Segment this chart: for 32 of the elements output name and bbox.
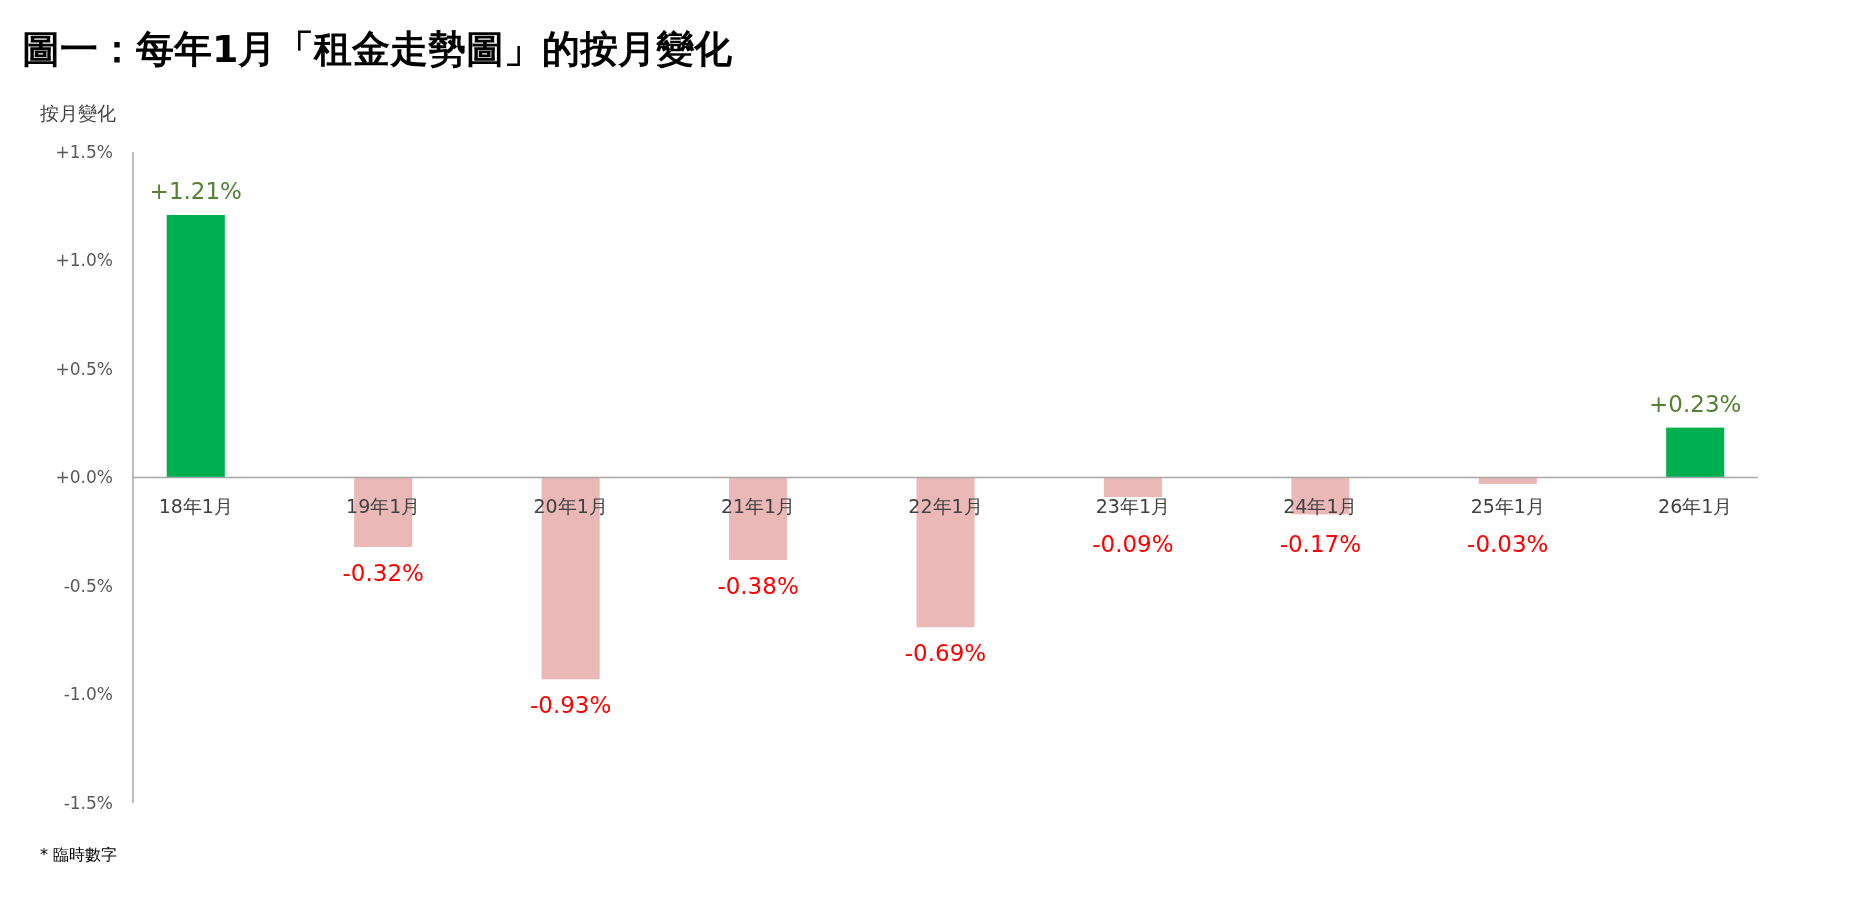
data-label: +1.21% <box>149 177 242 204</box>
x-tick-label: 23年1月 <box>1095 494 1171 517</box>
x-tick-label: 24年1月 <box>1283 494 1358 517</box>
bar <box>1478 477 1537 485</box>
data-label: -0.09% <box>1092 530 1174 557</box>
bar <box>1103 477 1162 498</box>
y-tick-label: +1.5% <box>55 141 113 162</box>
x-tick-label: 19年1月 <box>346 494 421 517</box>
y-axis-title: 按月變化 <box>40 102 116 124</box>
x-tick-label: 21年1月 <box>720 494 796 517</box>
x-tick-label: 18年1月 <box>158 494 233 517</box>
data-label: -0.32% <box>342 559 424 586</box>
y-tick-label: +1.0% <box>55 250 113 271</box>
chart-title: 圖一：每年1月「租金走勢圖」的按月變化 <box>22 27 734 71</box>
x-tick-label: 20年1月 <box>533 494 608 517</box>
y-tick-label: -0.5% <box>63 575 113 596</box>
data-label: +0.23% <box>1649 390 1742 417</box>
x-tick-label: 25年1月 <box>1470 494 1545 517</box>
bar <box>166 214 225 478</box>
text: * 臨時數字 <box>40 845 118 864</box>
data-label: -0.03% <box>1467 530 1549 557</box>
y-tick-label: -1.5% <box>63 792 113 813</box>
data-label: -0.69% <box>904 640 987 667</box>
y-tick-label: +0.0% <box>55 467 113 488</box>
x-tick-label: 22年1月 <box>908 494 983 517</box>
data-label: -0.38% <box>717 572 799 599</box>
data-label: -0.17% <box>1279 530 1362 557</box>
x-tick-label: 26年1月 <box>1658 494 1733 517</box>
data-label: -0.93% <box>529 692 612 719</box>
y-tick-label: +0.5% <box>55 358 113 379</box>
bar <box>1666 427 1725 478</box>
y-tick-label: -1.0% <box>63 684 113 705</box>
